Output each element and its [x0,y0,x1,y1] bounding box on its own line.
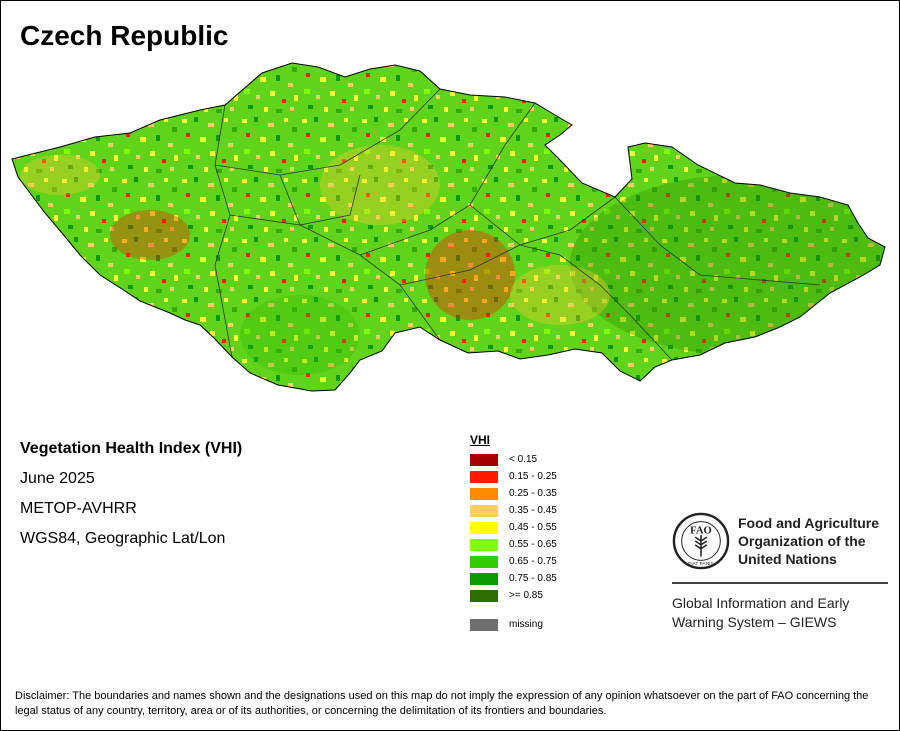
fao-block: FAO FIAT PANIS Food and Agriculture Orga… [672,512,888,632]
giews-line-1: Global Information and Early [672,595,850,611]
legend-item: >= 0.85 [470,587,557,604]
legend-item-missing: missing [470,616,557,633]
legend-item: 0.65 - 0.75 [470,553,557,570]
disclaimer: Disclaimer: The boundaries and names sho… [15,690,869,717]
fao-logo-icon: FAO FIAT PANIS [672,512,730,570]
legend-label-missing: missing [509,619,543,630]
legend-label: 0.55 - 0.65 [509,539,557,550]
projection: WGS84, Geographic Lat/Lon [20,530,226,547]
legend-item: < 0.15 [470,451,557,468]
legend-swatch [470,504,498,517]
legend-label: 0.75 - 0.85 [509,573,557,584]
legend-item: 0.75 - 0.85 [470,570,557,587]
legend-label: 0.15 - 0.25 [509,471,557,482]
index-name: Vegetation Health Index (VHI) [20,440,243,457]
legend-item: 0.15 - 0.25 [470,468,557,485]
legend-label: 0.25 - 0.35 [509,488,557,499]
legend-swatch [470,589,498,602]
fao-name-line-2: Organization of the [738,533,866,549]
legend-label: 0.65 - 0.75 [509,556,557,567]
legend-title: VHI [470,433,491,447]
map-info: Vegetation Health Index (VHI) June 2025 … [20,438,242,558]
legend-label: 0.35 - 0.45 [509,505,557,516]
fao-logo-letters: FAO [690,525,712,536]
legend-item: 0.25 - 0.35 [470,485,557,502]
legend-label: 0.45 - 0.55 [509,522,557,533]
legend-item: 0.35 - 0.45 [470,502,557,519]
legend-swatch [470,487,498,500]
map-title: Czech Republic [20,20,229,51]
legend-swatch [470,538,498,551]
giews-line-2: Warning System – GIEWS [672,614,837,630]
period: June 2025 [20,470,95,487]
legend-swatch [470,470,498,483]
legend-swatch [470,453,498,466]
legend-item: 0.45 - 0.55 [470,519,557,536]
fao-divider [672,582,888,584]
legend-swatch [470,572,498,585]
fao-logo-ring-text: FIAT PANIS [688,561,714,567]
vhi-legend: VHI < 0.15 0.15 - 0.25 0.25 - 0.35 0.35 - 0… [470,433,557,633]
legend-swatch [470,521,498,534]
legend-label: >= 0.85 [509,590,543,601]
sensor: METOP-AVHRR [20,500,137,517]
legend-swatch-missing [470,618,498,631]
legend-swatch [470,555,498,568]
legend-item: 0.55 - 0.65 [470,536,557,553]
legend-label: < 0.15 [509,454,538,465]
fao-name-line-3: United Nations [738,551,837,567]
fao-name-line-1: Food and Agriculture [738,515,880,531]
vhi-map [11,62,886,392]
